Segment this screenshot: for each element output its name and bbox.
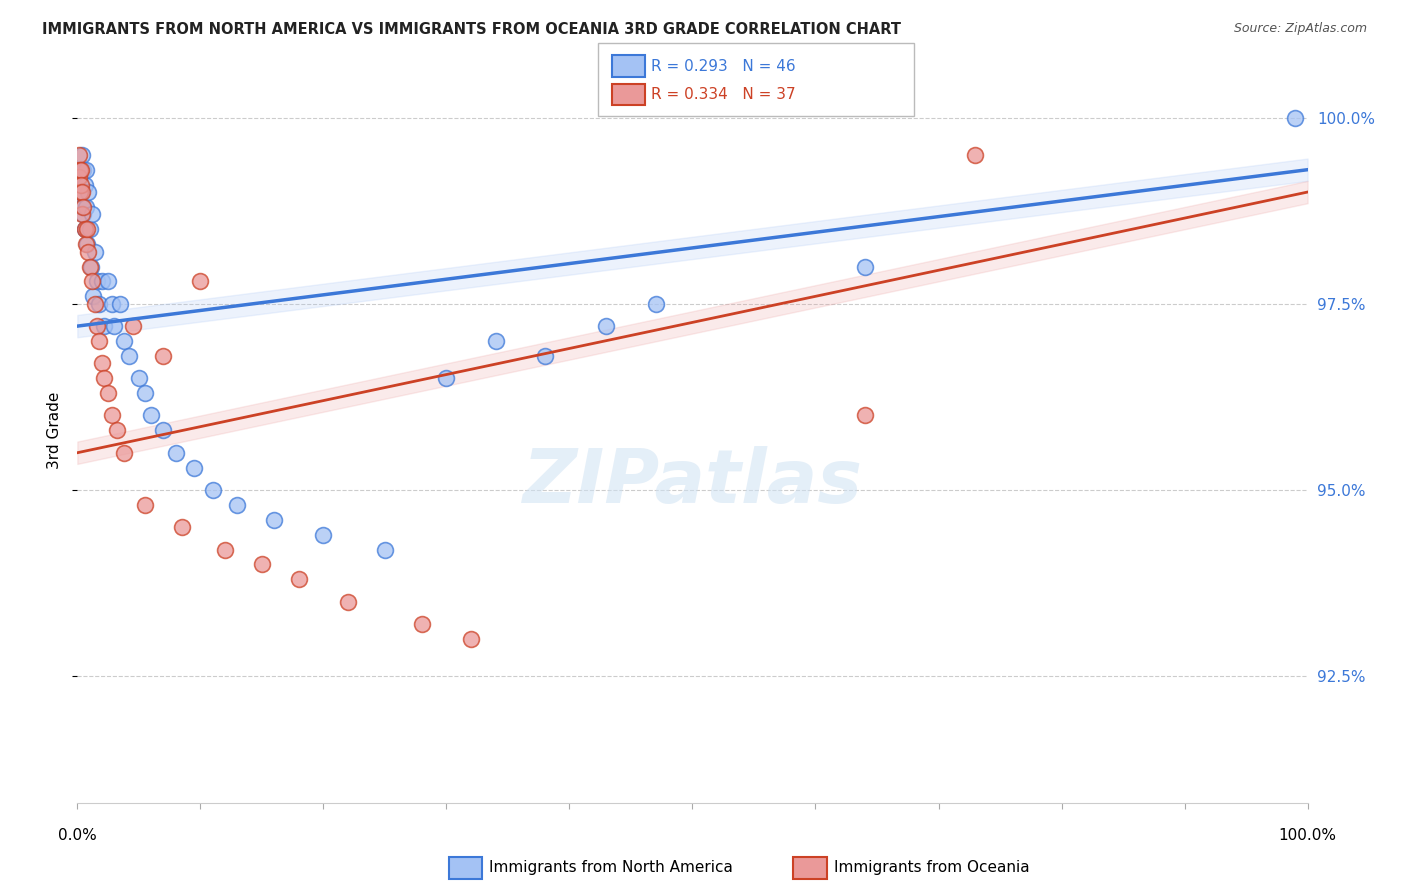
Point xyxy=(118,349,141,363)
Point xyxy=(83,244,105,259)
Text: Immigrants from North America: Immigrants from North America xyxy=(489,861,733,875)
Point xyxy=(80,260,103,274)
Point xyxy=(165,446,187,460)
Point xyxy=(79,222,101,236)
Point xyxy=(97,386,120,401)
Point xyxy=(263,513,285,527)
Point xyxy=(183,460,205,475)
Point xyxy=(1284,111,1306,125)
Point xyxy=(288,573,311,587)
Point xyxy=(69,162,91,177)
Point xyxy=(110,297,132,311)
Text: Immigrants from Oceania: Immigrants from Oceania xyxy=(834,861,1029,875)
Point xyxy=(70,178,93,192)
Text: Source: ZipAtlas.com: Source: ZipAtlas.com xyxy=(1233,22,1367,36)
Point xyxy=(101,409,124,423)
Point xyxy=(69,170,91,185)
Point xyxy=(73,178,96,192)
Point xyxy=(75,200,97,214)
Point xyxy=(105,424,128,438)
Point xyxy=(112,334,135,348)
Point xyxy=(411,617,433,632)
Point xyxy=(644,297,666,311)
Point xyxy=(250,558,273,572)
Point xyxy=(82,289,104,303)
Point xyxy=(965,148,987,162)
Point xyxy=(82,207,104,221)
Point xyxy=(72,162,94,177)
Text: ZIPatlas: ZIPatlas xyxy=(523,446,862,519)
Point xyxy=(190,275,212,289)
Point xyxy=(460,632,482,646)
Point xyxy=(101,297,124,311)
Text: 100.0%: 100.0% xyxy=(1278,829,1337,843)
Point xyxy=(93,319,115,334)
Point xyxy=(312,527,335,541)
Point xyxy=(70,207,93,221)
Point xyxy=(83,297,105,311)
Point xyxy=(86,275,108,289)
Point xyxy=(72,207,94,221)
Point xyxy=(76,237,98,252)
Point xyxy=(79,260,101,274)
Point xyxy=(70,185,93,199)
Point xyxy=(853,409,876,423)
Point xyxy=(103,319,125,334)
Point xyxy=(70,148,93,162)
Point xyxy=(134,498,156,512)
Point xyxy=(141,409,163,423)
Point xyxy=(152,424,174,438)
Point xyxy=(534,349,557,363)
Text: R = 0.293   N = 46: R = 0.293 N = 46 xyxy=(651,59,796,73)
Point xyxy=(134,386,156,401)
Point xyxy=(67,170,90,185)
Point xyxy=(485,334,508,348)
Point xyxy=(374,542,396,557)
Point xyxy=(77,244,100,259)
Point xyxy=(170,520,193,534)
Point xyxy=(73,222,96,236)
Point xyxy=(70,185,93,199)
Point xyxy=(77,185,100,199)
Text: R = 0.334   N = 37: R = 0.334 N = 37 xyxy=(651,87,796,102)
Point xyxy=(90,275,114,289)
Point xyxy=(121,319,143,334)
Point xyxy=(226,498,249,512)
Point xyxy=(89,297,111,311)
Point xyxy=(214,542,236,557)
Point xyxy=(82,275,104,289)
Y-axis label: 3rd Grade: 3rd Grade xyxy=(46,392,62,469)
Point xyxy=(75,162,97,177)
Point xyxy=(89,334,111,348)
Point xyxy=(72,200,94,214)
Point xyxy=(112,446,135,460)
Point xyxy=(86,319,108,334)
Point xyxy=(76,222,98,236)
Point xyxy=(128,371,150,385)
Point xyxy=(97,275,120,289)
Point xyxy=(90,356,114,370)
Point xyxy=(152,349,174,363)
Point xyxy=(70,162,93,177)
Point xyxy=(436,371,458,385)
Point xyxy=(853,260,876,274)
Point xyxy=(337,595,360,609)
Text: IMMIGRANTS FROM NORTH AMERICA VS IMMIGRANTS FROM OCEANIA 3RD GRADE CORRELATION C: IMMIGRANTS FROM NORTH AMERICA VS IMMIGRA… xyxy=(42,22,901,37)
Point xyxy=(69,185,91,199)
Point xyxy=(70,162,93,177)
Point xyxy=(201,483,224,497)
Text: 0.0%: 0.0% xyxy=(58,829,97,843)
Point xyxy=(73,222,96,236)
Point xyxy=(67,148,90,162)
Point xyxy=(70,200,93,214)
Point xyxy=(595,319,617,334)
Point xyxy=(75,237,97,252)
Point xyxy=(93,371,115,385)
